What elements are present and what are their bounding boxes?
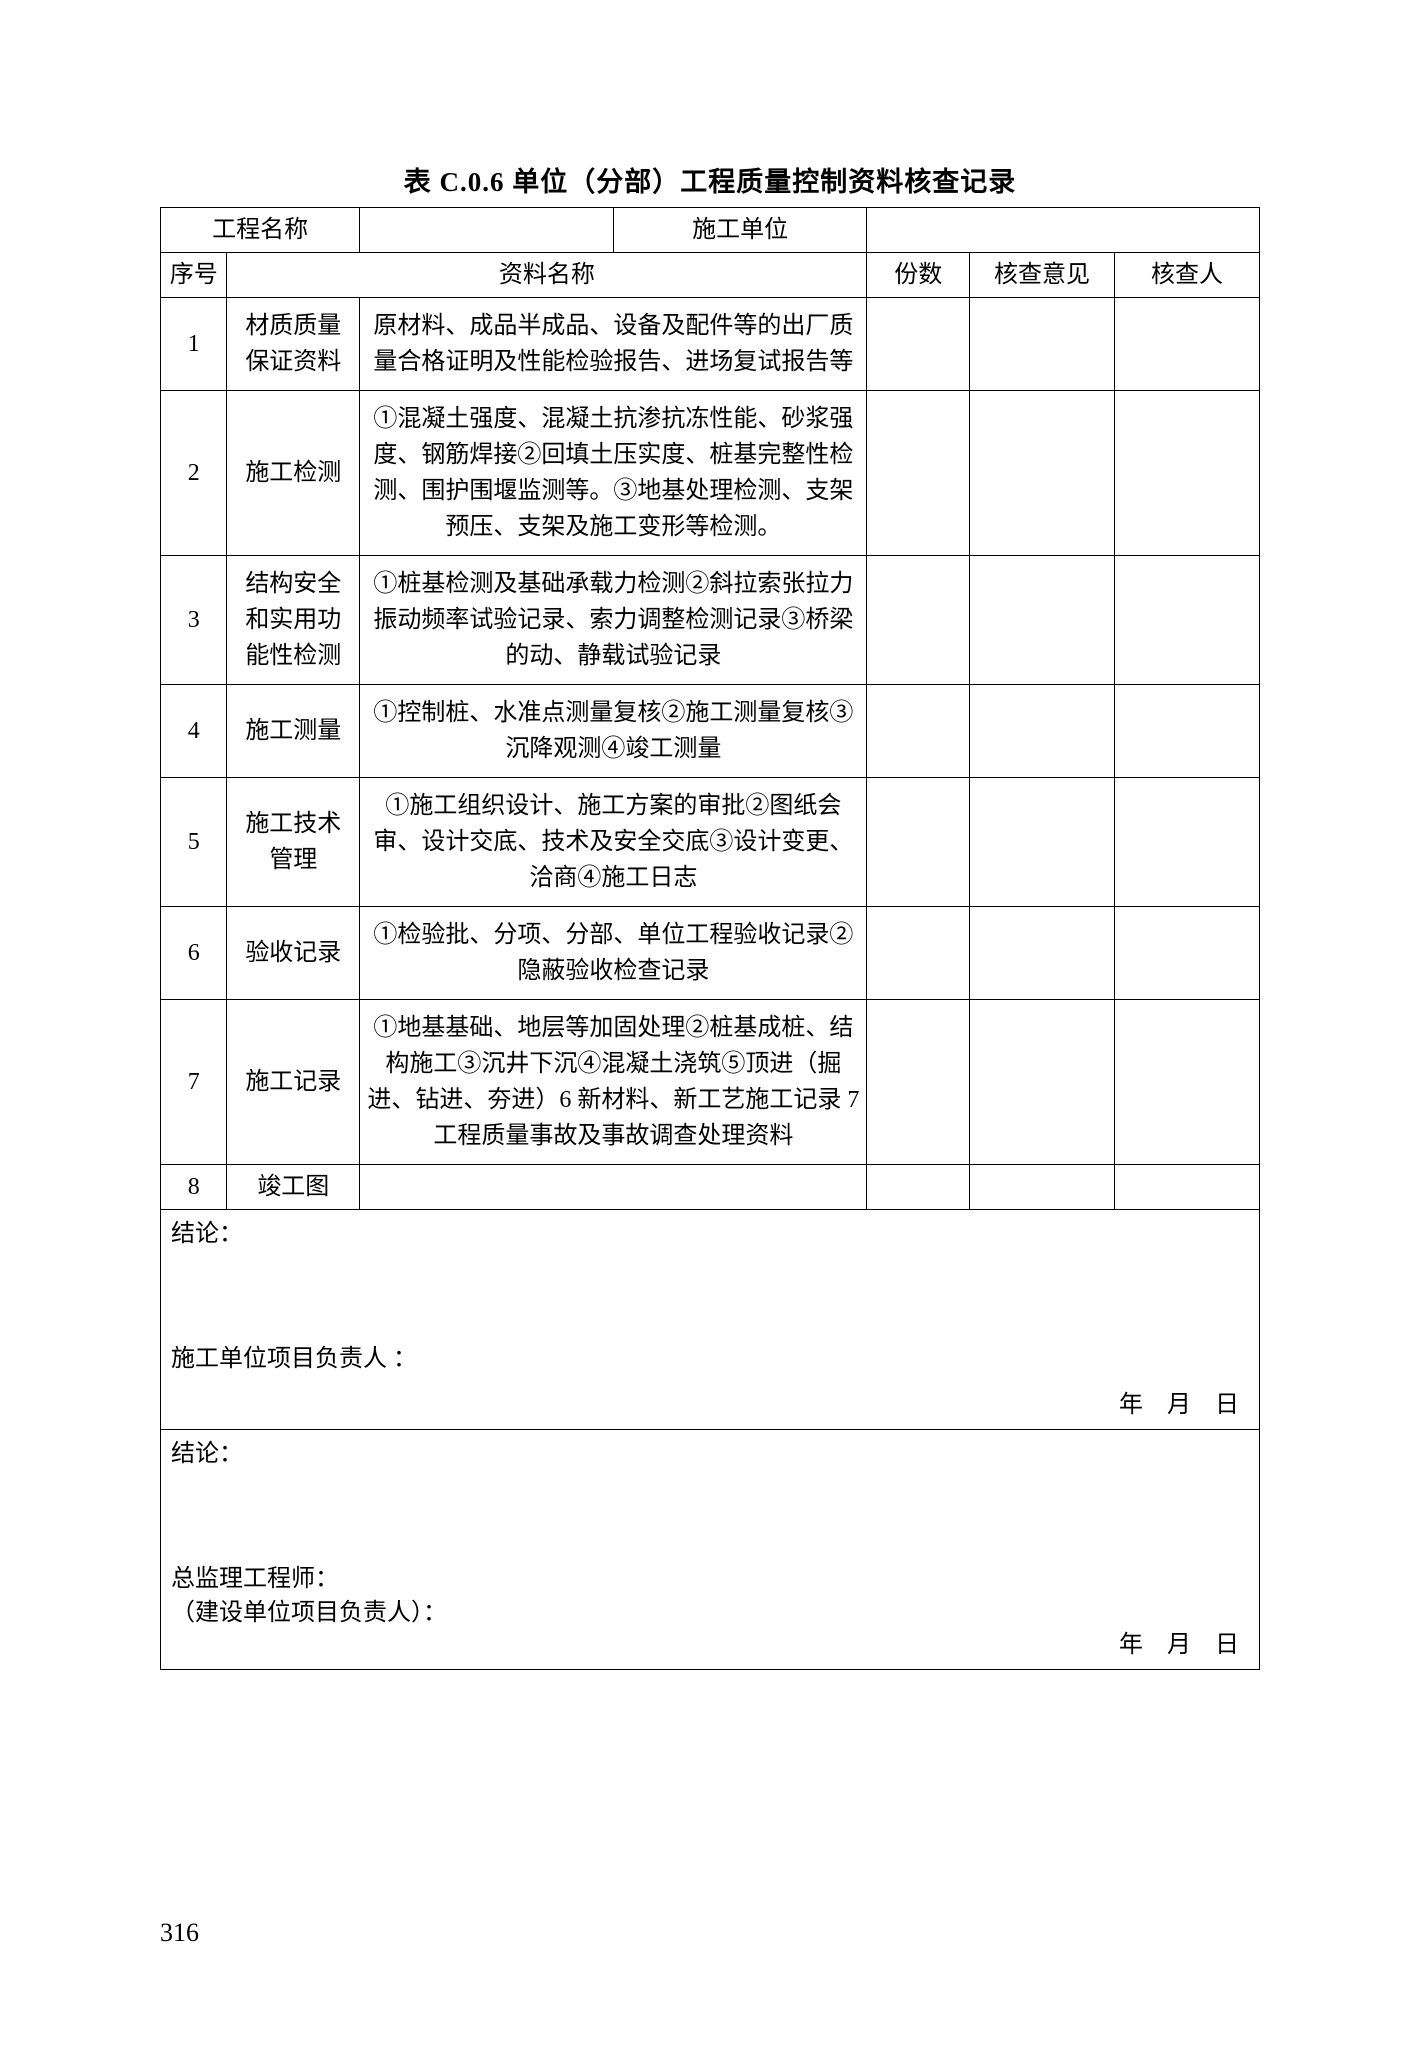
cell-desc: ①检验批、分项、分部、单位工程验收记录②隐蔽验收检查记录 bbox=[360, 907, 867, 1000]
cell-desc: ①控制桩、水准点测量复核②施工测量复核③沉降观测④竣工测量 bbox=[360, 685, 867, 778]
table-title: 表 C.0.6 单位（分部）工程质量控制资料核查记录 bbox=[160, 160, 1260, 199]
conclusion-2-signer2: （建设单位项目负责人）： bbox=[171, 1595, 447, 1631]
conclusion-2-label: 结论： bbox=[171, 1436, 1249, 1472]
construction-unit-value bbox=[867, 208, 1260, 253]
page-number: 316 bbox=[160, 1918, 199, 1948]
cell-opinion bbox=[970, 391, 1115, 556]
table-row: 8 竣工图 bbox=[161, 1165, 1260, 1210]
cell-opinion bbox=[970, 1000, 1115, 1165]
cell-desc: ①混凝土强度、混凝土抗渗抗冻性能、砂浆强度、钢筋焊接②回填土压实度、桩基完整性检… bbox=[360, 391, 867, 556]
col-opinion: 核查意见 bbox=[970, 253, 1115, 298]
table-row: 3 结构安全和实用功能性检测 ①桩基检测及基础承载力检测②斜拉索张拉力振动频率试… bbox=[161, 556, 1260, 685]
cell-reviewer bbox=[1115, 391, 1260, 556]
cell-category: 竣工图 bbox=[227, 1165, 360, 1210]
conclusion-2-signer1: 总监理工程师： bbox=[171, 1561, 339, 1597]
cell-seq: 4 bbox=[161, 685, 227, 778]
cell-copies bbox=[867, 907, 970, 1000]
document-page: 表 C.0.6 单位（分部）工程质量控制资料核查记录 工程名称 施工单位 序号 … bbox=[0, 0, 1410, 2048]
table-row: 6 验收记录 ①检验批、分项、分部、单位工程验收记录②隐蔽验收检查记录 bbox=[161, 907, 1260, 1000]
cell-category: 施工测量 bbox=[227, 685, 360, 778]
conclusion-row-1: 结论： 施工单位项目负责人 ： 年 月 日 bbox=[161, 1210, 1260, 1430]
main-table: 工程名称 施工单位 序号 资料名称 份数 核查意见 核查人 1 材质质量保证资料… bbox=[160, 207, 1260, 1670]
table-row: 7 施工记录 ①地基基础、地层等加固处理②桩基成桩、结构施工③沉井下沉④混凝土浇… bbox=[161, 1000, 1260, 1165]
cell-desc: ①地基基础、地层等加固处理②桩基成桩、结构施工③沉井下沉④混凝土浇筑⑤顶进（掘进… bbox=[360, 1000, 867, 1165]
cell-copies bbox=[867, 556, 970, 685]
table-column-header-row: 序号 资料名称 份数 核查意见 核查人 bbox=[161, 253, 1260, 298]
conclusion-1-cell: 结论： 施工单位项目负责人 ： 年 月 日 bbox=[161, 1210, 1260, 1430]
table-row: 2 施工检测 ①混凝土强度、混凝土抗渗抗冻性能、砂浆强度、钢筋焊接②回填土压实度… bbox=[161, 391, 1260, 556]
cell-copies bbox=[867, 391, 970, 556]
project-name-label: 工程名称 bbox=[161, 208, 360, 253]
conclusion-2-cell: 结论： 总监理工程师： （建设单位项目负责人）： 年 月 日 bbox=[161, 1430, 1260, 1670]
cell-copies bbox=[867, 778, 970, 907]
conclusion-row-2: 结论： 总监理工程师： （建设单位项目负责人）： 年 月 日 bbox=[161, 1430, 1260, 1670]
conclusion-1-date: 年 月 日 bbox=[1119, 1387, 1239, 1423]
cell-opinion bbox=[970, 778, 1115, 907]
cell-reviewer bbox=[1115, 1165, 1260, 1210]
cell-opinion bbox=[970, 556, 1115, 685]
cell-category: 施工记录 bbox=[227, 1000, 360, 1165]
cell-category: 验收记录 bbox=[227, 907, 360, 1000]
col-copies: 份数 bbox=[867, 253, 970, 298]
cell-reviewer bbox=[1115, 556, 1260, 685]
cell-seq: 8 bbox=[161, 1165, 227, 1210]
table-row: 4 施工测量 ①控制桩、水准点测量复核②施工测量复核③沉降观测④竣工测量 bbox=[161, 685, 1260, 778]
cell-category: 施工技术管理 bbox=[227, 778, 360, 907]
cell-seq: 7 bbox=[161, 1000, 227, 1165]
cell-reviewer bbox=[1115, 1000, 1260, 1165]
cell-desc: 原材料、成品半成品、设备及配件等的出厂质量合格证明及性能检验报告、进场复试报告等 bbox=[360, 298, 867, 391]
cell-opinion bbox=[970, 1165, 1115, 1210]
cell-seq: 2 bbox=[161, 391, 227, 556]
cell-opinion bbox=[970, 298, 1115, 391]
cell-category: 结构安全和实用功能性检测 bbox=[227, 556, 360, 685]
col-material-name: 资料名称 bbox=[227, 253, 867, 298]
cell-seq: 1 bbox=[161, 298, 227, 391]
cell-category: 材质质量保证资料 bbox=[227, 298, 360, 391]
conclusion-1-signer: 施工单位项目负责人 ： bbox=[171, 1341, 417, 1377]
conclusion-1-label: 结论： bbox=[171, 1216, 1249, 1252]
cell-desc: ①桩基检测及基础承载力检测②斜拉索张拉力振动频率试验记录、索力调整检测记录③桥梁… bbox=[360, 556, 867, 685]
cell-reviewer bbox=[1115, 298, 1260, 391]
cell-copies bbox=[867, 1000, 970, 1165]
table-row: 5 施工技术管理 ①施工组织设计、施工方案的审批②图纸会审、设计交底、技术及安全… bbox=[161, 778, 1260, 907]
col-reviewer: 核查人 bbox=[1115, 253, 1260, 298]
cell-category: 施工检测 bbox=[227, 391, 360, 556]
conclusion-2-date: 年 月 日 bbox=[1119, 1627, 1239, 1663]
cell-copies bbox=[867, 298, 970, 391]
project-name-value bbox=[360, 208, 614, 253]
cell-copies bbox=[867, 685, 970, 778]
cell-reviewer bbox=[1115, 778, 1260, 907]
table-row: 1 材质质量保证资料 原材料、成品半成品、设备及配件等的出厂质量合格证明及性能检… bbox=[161, 298, 1260, 391]
cell-desc: ①施工组织设计、施工方案的审批②图纸会审、设计交底、技术及安全交底③设计变更、洽… bbox=[360, 778, 867, 907]
construction-unit-label: 施工单位 bbox=[613, 208, 867, 253]
cell-reviewer bbox=[1115, 685, 1260, 778]
cell-seq: 3 bbox=[161, 556, 227, 685]
cell-opinion bbox=[970, 907, 1115, 1000]
cell-reviewer bbox=[1115, 907, 1260, 1000]
col-seq: 序号 bbox=[161, 253, 227, 298]
cell-copies bbox=[867, 1165, 970, 1210]
table-header-info-row: 工程名称 施工单位 bbox=[161, 208, 1260, 253]
cell-seq: 5 bbox=[161, 778, 227, 907]
cell-opinion bbox=[970, 685, 1115, 778]
cell-seq: 6 bbox=[161, 907, 227, 1000]
cell-desc bbox=[360, 1165, 867, 1210]
